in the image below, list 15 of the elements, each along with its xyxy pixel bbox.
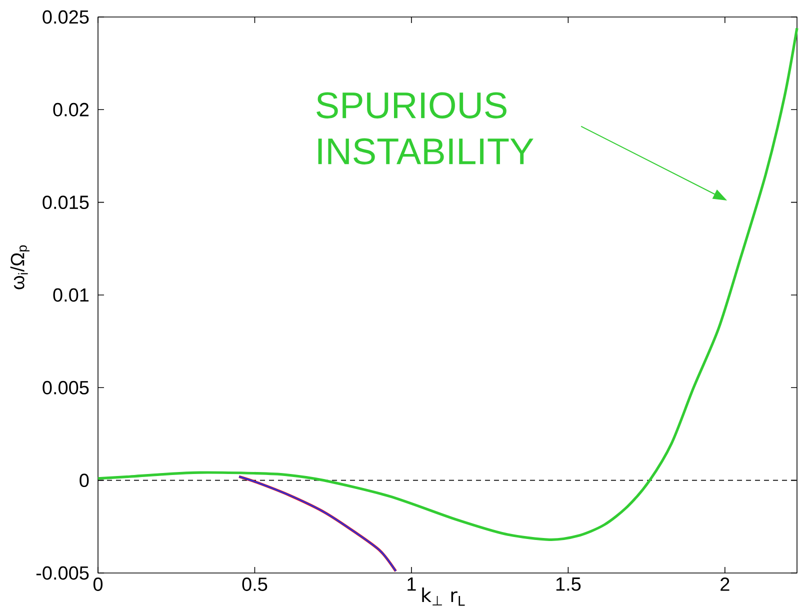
x-tick-label: 1 (408, 578, 416, 591)
x-tick-label: 0.5 (242, 578, 268, 591)
y-tick-label: 0.025 (42, 10, 89, 24)
y-tick-label: 0.01 (53, 288, 89, 302)
y-tick-label: -0.005 (36, 566, 89, 580)
annotation: SPURIOUS INSTABILITY (316, 92, 534, 164)
y-tick-label: 0.005 (42, 380, 89, 394)
x-axis-title: k$_{⊥}$ r$_{L}$ (422, 588, 465, 606)
x-tick-label: 0 (93, 578, 103, 591)
y-tick-label: 0.02 (53, 102, 89, 116)
y-tick-label: 0 (80, 474, 89, 488)
x-tick-label: 1.5 (556, 578, 581, 591)
y-axis-title: ω$_{i}$/Ω$_{p}$ (10, 245, 30, 290)
y-tick-label: 0.015 (42, 196, 89, 210)
x-tick-label: 2 (720, 578, 730, 591)
